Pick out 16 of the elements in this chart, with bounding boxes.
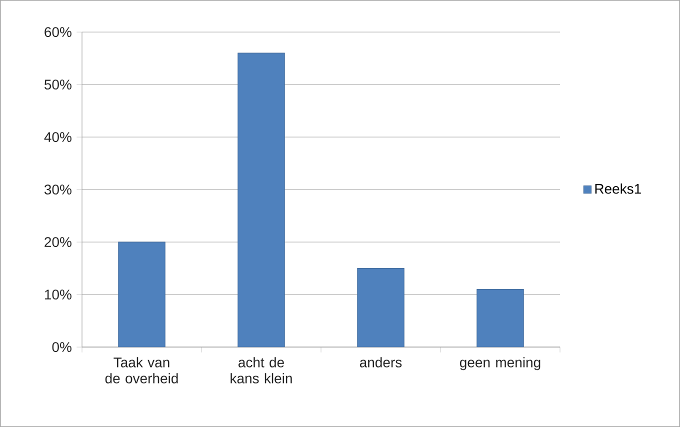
x-tick-label: geen mening: [460, 357, 540, 370]
y-tick-label: 20%: [44, 237, 72, 247]
y-tick-label: 40%: [44, 132, 72, 142]
bar: [238, 52, 285, 348]
y-tick-label: 60%: [44, 27, 72, 38]
y-tick-label: 50%: [44, 80, 72, 90]
y-tick-label: 30%: [44, 184, 72, 194]
x-tick-label: anders: [360, 357, 402, 368]
legend-label: Reeks1: [595, 183, 641, 194]
y-tick-label: 10%: [45, 290, 72, 300]
x-tick-label: acht de kans klein: [230, 357, 292, 384]
bar: [476, 289, 524, 348]
x-tick-label: Taak van de overheid: [105, 357, 178, 384]
y-tick-label: 0%: [52, 342, 72, 352]
bar: [118, 242, 166, 348]
bar: [357, 268, 404, 348]
